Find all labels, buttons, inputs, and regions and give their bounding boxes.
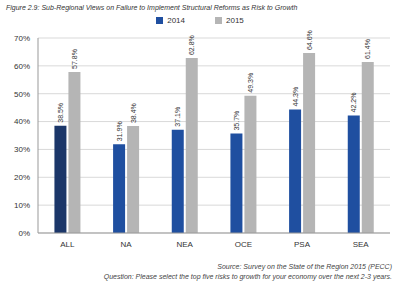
svg-text:70%: 70%: [14, 34, 30, 43]
svg-text:SEA: SEA: [353, 240, 370, 249]
svg-text:42.2%: 42.2%: [350, 93, 357, 113]
svg-text:37.1%: 37.1%: [174, 107, 181, 127]
html-text:2014: 2014: [167, 16, 185, 25]
html-text:Figure 2.9: Sub-Regional Views: Figure 2.9: Sub-Regional Views on Failur…: [6, 4, 298, 11]
svg-text:40%: 40%: [14, 117, 30, 126]
svg-text:ALL: ALL: [60, 240, 75, 249]
svg-text:0%: 0%: [18, 229, 30, 238]
svg-text:20%: 20%: [14, 173, 30, 182]
svg-text:NEA: NEA: [176, 240, 193, 249]
svg-text:64.6%: 64.6%: [306, 30, 313, 50]
svg-text:60%: 60%: [14, 62, 30, 71]
svg-text:NA: NA: [120, 240, 132, 249]
svg-text:49.3%: 49.3%: [247, 73, 254, 93]
svg-text:50%: 50%: [14, 90, 30, 99]
svg-text:30%: 30%: [14, 145, 30, 154]
svg-text:62.8%: 62.8%: [188, 35, 195, 55]
html-text:2015: 2015: [226, 16, 244, 25]
svg-text:61.4%: 61.4%: [364, 39, 371, 59]
svg-text:10%: 10%: [14, 201, 30, 210]
html-text:Question: Please select the to: Question: Please select the top five ris…: [103, 273, 392, 280]
svg-text:35.7%: 35.7%: [233, 111, 240, 131]
html-text:Source: Survey on the State of: Source: Survey on the State of the Regio…: [217, 263, 392, 270]
svg-text:31.9%: 31.9%: [116, 121, 123, 141]
svg-text:44.3%: 44.3%: [292, 87, 299, 107]
svg-text:38.5%: 38.5%: [57, 103, 64, 123]
svg-text:38.4%: 38.4%: [130, 103, 137, 123]
svg-text:PSA: PSA: [294, 240, 311, 249]
svg-text:OCE: OCE: [235, 240, 252, 249]
svg-text:57.8%: 57.8%: [71, 49, 78, 69]
